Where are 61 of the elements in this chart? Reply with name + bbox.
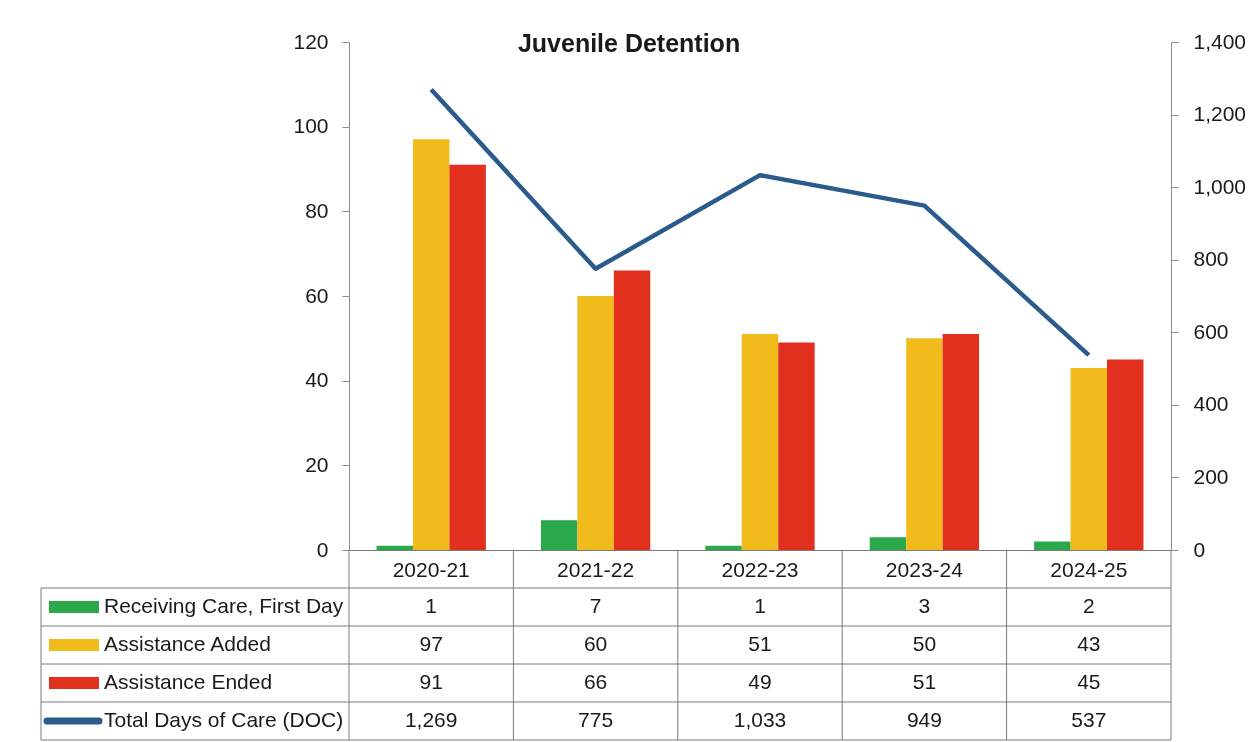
bar <box>376 545 413 550</box>
bar <box>1034 541 1071 550</box>
line-series <box>428 87 1092 358</box>
bar <box>449 164 486 550</box>
data-label: 97 <box>419 632 443 655</box>
data-label: 1 <box>754 594 766 617</box>
y-tick-label: 40 <box>305 368 329 392</box>
y-tick-label: 0 <box>316 537 329 561</box>
y2-tick-label: 1,200 <box>1193 102 1247 126</box>
data-label: 66 <box>583 670 608 693</box>
bar <box>942 334 980 550</box>
data-label: 7 <box>589 594 602 617</box>
y-tick-label: 60 <box>305 283 329 307</box>
legend-label: Receiving Care, First Day <box>104 594 344 617</box>
x-tick-label: 2021-22 <box>557 557 635 581</box>
bar <box>613 270 651 550</box>
data-label: 51 <box>748 632 772 655</box>
data-label: 2 <box>1082 594 1095 617</box>
y2-tick-label: 1,000 <box>1193 174 1247 198</box>
y2-tick-label: 400 <box>1193 392 1229 416</box>
bar <box>1070 367 1108 550</box>
legend-label: Total Days of Care (DOC) <box>104 708 344 731</box>
y-tick-label: 80 <box>305 198 329 222</box>
data-label: 1 <box>425 594 438 617</box>
bar <box>869 537 907 550</box>
bar <box>1107 359 1144 550</box>
data-label: 91 <box>419 670 443 693</box>
y2-tick-label: 800 <box>1193 247 1229 271</box>
bar <box>540 520 578 550</box>
legend-label: Assistance Ended <box>104 670 273 693</box>
x-tick-label: 2024-25 <box>1050 557 1128 581</box>
bar <box>741 334 779 550</box>
y2-tick-label: 0 <box>1193 537 1206 561</box>
data-label: 537 <box>1071 708 1107 731</box>
legend-label: Assistance Added <box>104 632 271 655</box>
bar <box>778 342 815 550</box>
data-label: 45 <box>1077 670 1101 693</box>
y2-tick-label: 200 <box>1193 464 1229 488</box>
bar <box>705 545 742 550</box>
data-label: 51 <box>912 670 937 693</box>
bar <box>906 338 943 550</box>
bar <box>412 139 450 550</box>
data-label: 49 <box>748 670 772 693</box>
chart-title: Juvenile Detention <box>517 29 741 57</box>
data-label: 1,033 <box>733 708 787 731</box>
y2-tick-label: 600 <box>1193 319 1229 343</box>
x-tick-label: 2020-21 <box>392 557 470 581</box>
y-tick-label: 20 <box>305 452 329 476</box>
y2-tick-label: 1,400 <box>1193 29 1247 53</box>
x-tick-label: 2023-24 <box>885 557 964 581</box>
bar <box>577 296 614 550</box>
data-label: 949 <box>906 708 942 731</box>
y-tick-label: 100 <box>293 114 329 138</box>
data-label: 3 <box>918 594 931 617</box>
data-label: 43 <box>1077 632 1101 655</box>
data-label: 50 <box>912 632 937 655</box>
data-label: 1,269 <box>404 708 458 731</box>
y-tick-label: 120 <box>293 29 329 53</box>
data-label: 775 <box>578 708 614 731</box>
x-tick-label: 2022-23 <box>721 557 799 581</box>
data-label: 60 <box>583 632 608 655</box>
